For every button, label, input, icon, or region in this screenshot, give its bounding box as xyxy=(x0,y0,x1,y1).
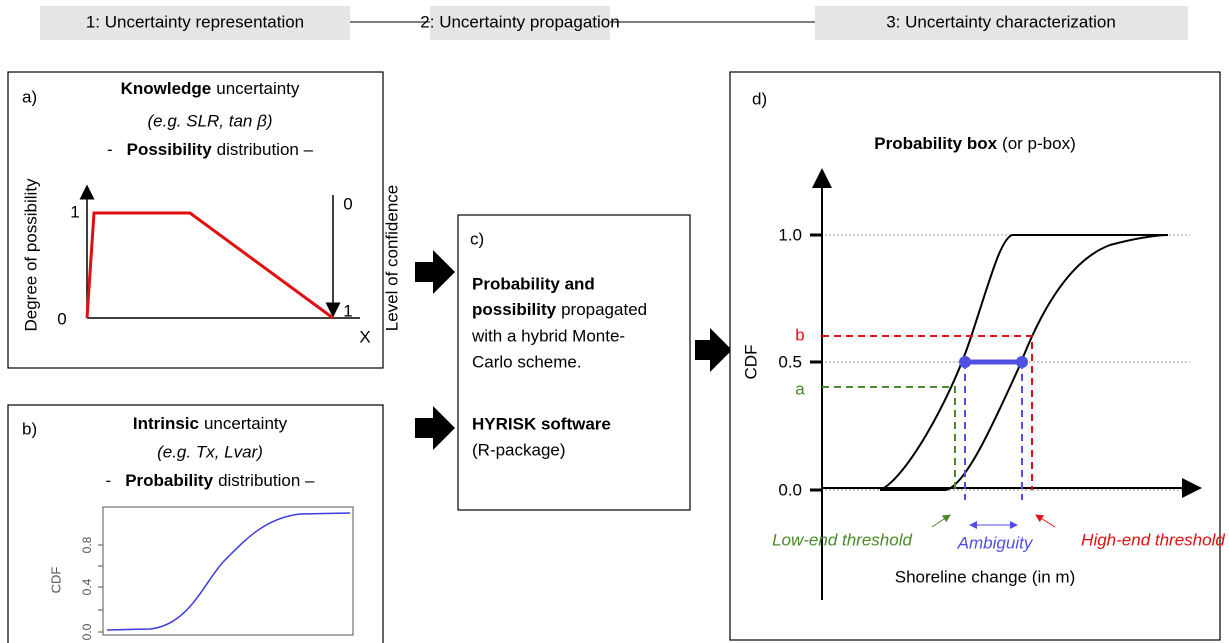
panel-label: d) xyxy=(752,89,767,108)
tick-label: 0 xyxy=(57,309,66,328)
text-rest: propagated xyxy=(561,300,647,319)
text-line: possibility propagated xyxy=(472,300,647,319)
dist-prefix: - xyxy=(106,471,112,490)
text-bold: possibility xyxy=(472,300,557,319)
example: (e.g. SLR, tan β) xyxy=(148,111,273,130)
dist-rest: distribution – xyxy=(217,140,314,159)
ticks xyxy=(810,233,822,492)
low-threshold xyxy=(822,386,956,490)
ambiguity-bounds xyxy=(964,362,1023,500)
axis-label: Shoreline change (in m) xyxy=(895,567,1075,586)
title-bold: Intrinsic xyxy=(133,414,199,433)
lower-cdf xyxy=(880,234,1169,491)
axis-label: X xyxy=(359,327,370,346)
pointer xyxy=(1035,514,1056,528)
tick-label: 0.0 xyxy=(778,480,802,499)
high-label: High-end threshold xyxy=(1081,530,1225,549)
tick-label: 1.0 xyxy=(778,225,802,244)
panel xyxy=(729,71,1221,641)
block-arrow xyxy=(415,250,455,294)
panel xyxy=(457,214,691,511)
tick-label: 1 xyxy=(343,301,352,320)
high-threshold xyxy=(822,335,1033,490)
panel-label: c) xyxy=(470,229,484,248)
step-label: 3: Uncertainty characterization xyxy=(886,12,1116,31)
title: Intrinsic uncertainty xyxy=(133,414,288,433)
step-box xyxy=(815,6,1188,40)
block-arrow xyxy=(415,406,455,450)
a-label: a xyxy=(795,379,805,398)
dist-bold: Probability xyxy=(125,471,213,490)
possibility-curve xyxy=(85,211,334,320)
ticks xyxy=(98,544,103,633)
example: (e.g. Tx, Lvar) xyxy=(157,442,263,461)
software: HYRISK software xyxy=(472,414,611,433)
dist-bold: Possibility xyxy=(127,140,213,159)
pointer xyxy=(931,514,951,528)
axis-label: Degree of possibility xyxy=(21,178,40,332)
block-arrow xyxy=(695,328,732,372)
tick-label: 0.4 xyxy=(80,578,94,595)
title-rest: (or p-box) xyxy=(1002,134,1076,153)
title-bold: Probability box xyxy=(874,134,997,153)
software-note: (R-package) xyxy=(472,440,566,459)
axis-label: CDF xyxy=(48,567,63,594)
tick-label: 1 xyxy=(70,202,79,221)
text-line: Carlo scheme. xyxy=(472,352,582,371)
tick-label: 0.5 xyxy=(778,352,802,371)
tick-label: 0 xyxy=(343,194,352,213)
axis-label: Level of confidence xyxy=(382,185,401,332)
low-label: Low-end threshold xyxy=(772,530,912,549)
title-bold: Knowledge xyxy=(121,79,212,98)
dist: - Possibility distribution – xyxy=(107,140,314,159)
step-box xyxy=(40,6,350,40)
dist-rest: distribution – xyxy=(218,471,315,490)
panel xyxy=(7,404,384,643)
upper-cdf xyxy=(879,234,1168,491)
ambiguity-label: Ambiguity xyxy=(957,533,1034,552)
dist: - Probability distribution – xyxy=(106,471,315,490)
cdf-curve xyxy=(106,512,351,631)
panel-label: b) xyxy=(22,419,37,438)
ambiguity-point xyxy=(959,356,971,368)
title-rest: uncertainty xyxy=(204,414,288,433)
text-line: with a hybrid Monte- xyxy=(471,326,625,345)
tick-label: 0.8 xyxy=(80,536,94,553)
text-line: Probability and xyxy=(472,274,595,293)
plot-frame xyxy=(102,506,354,636)
b-label: b xyxy=(795,325,804,344)
panel-label: a) xyxy=(22,87,37,106)
title-rest: uncertainty xyxy=(216,79,300,98)
axis-label: CDF xyxy=(741,345,760,380)
step-box xyxy=(430,6,610,40)
title: Probability box (or p-box) xyxy=(874,134,1075,153)
dist-prefix: - xyxy=(107,140,113,159)
title: Knowledge uncertainty xyxy=(121,79,300,98)
tick-label: 0.0 xyxy=(80,623,94,640)
ambiguity-point xyxy=(1016,356,1028,368)
step-label: 2: Uncertainty propagation xyxy=(420,12,619,31)
step-label: 1: Uncertainty representation xyxy=(86,12,304,31)
